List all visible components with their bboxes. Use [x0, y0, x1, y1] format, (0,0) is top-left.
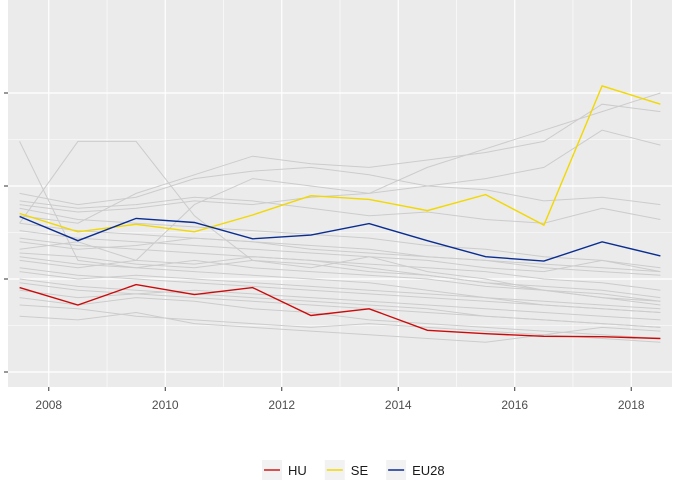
background-series-line [19, 230, 661, 273]
background-series-line [19, 267, 661, 313]
major-gridlines [8, 0, 672, 387]
y-axis-ticks [4, 92, 8, 373]
series-line-se [19, 85, 661, 233]
background-series-line [19, 282, 661, 328]
x-tick-label: 2016 [501, 398, 528, 412]
background-series-line [19, 256, 661, 306]
legend-item-se: SE [324, 460, 369, 480]
x-tick-label: 2012 [268, 398, 295, 412]
legend-label: EU28 [412, 463, 445, 478]
background-series-line [19, 289, 661, 321]
series-line-hu [19, 283, 661, 340]
background-series-line [19, 304, 661, 343]
background-series-line [19, 237, 661, 273]
series-line-eu28 [19, 215, 661, 262]
x-tick-label: 2014 [385, 398, 412, 412]
x-axis-ticks: 2008 2010 2012 2014 2016 2018 [35, 387, 645, 412]
x-tick-label: 2010 [152, 398, 179, 412]
background-series-line [19, 196, 661, 224]
legend-label: SE [351, 463, 369, 478]
background-series-line [19, 129, 661, 213]
x-tick-label: 2008 [35, 398, 62, 412]
legend: HU SE EU28 [262, 460, 445, 480]
background-series-line [19, 297, 661, 339]
background-series-line [19, 92, 661, 269]
background-series-line [19, 252, 661, 299]
background-series-line [19, 311, 661, 343]
background-series-line [19, 237, 661, 291]
x-tick-label: 2018 [618, 398, 645, 412]
legend-item-eu28: EU28 [386, 460, 445, 480]
highlighted-series-lines [19, 85, 661, 340]
legend-item-hu: HU [262, 460, 307, 480]
legend-label: HU [288, 463, 307, 478]
background-series-line [19, 271, 661, 310]
background-series-line [19, 222, 661, 276]
background-series-line [19, 241, 661, 302]
background-series-line [19, 103, 661, 224]
